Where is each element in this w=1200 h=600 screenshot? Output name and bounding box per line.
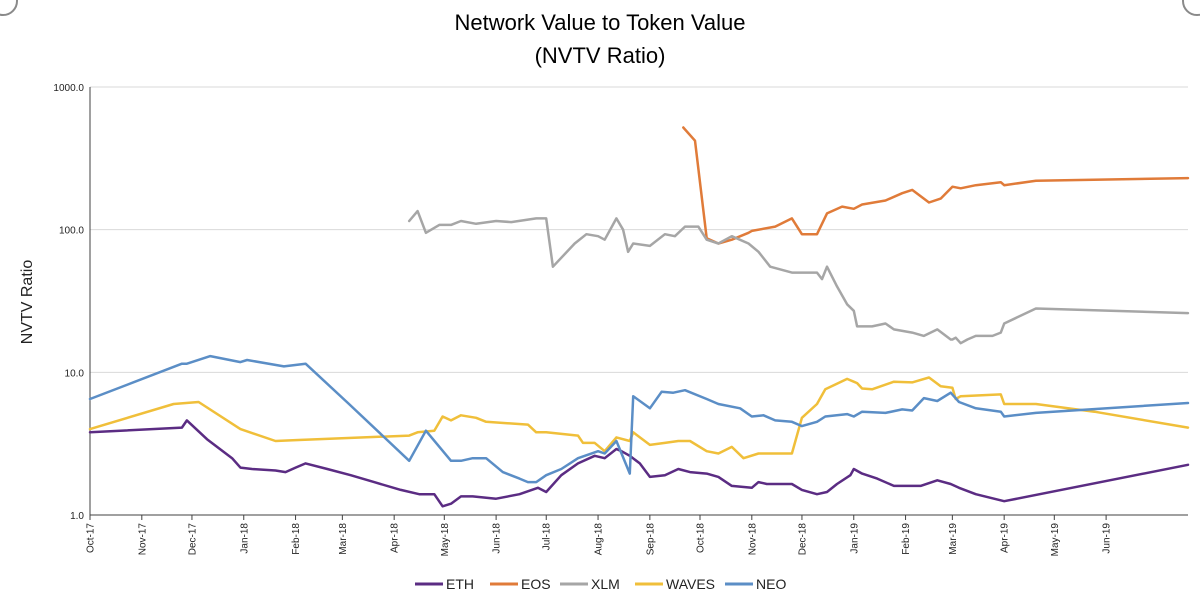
x-tick-label: Jan-19 — [849, 523, 860, 554]
chart-title: Network Value to Token Value — [454, 10, 745, 35]
chart-subtitle: (NVTV Ratio) — [535, 43, 666, 68]
series-line-eos — [682, 126, 1190, 245]
x-tick-label: Jun-19 — [1102, 523, 1113, 554]
x-tick-label: Apr-19 — [1000, 523, 1011, 553]
legend-label-waves: WAVES — [666, 576, 715, 592]
legend: ETH EOS XLM WAVES NEO — [415, 576, 786, 592]
series-line-eth — [88, 419, 1190, 508]
right-corner-circle — [1182, 0, 1200, 16]
x-tick-label: Nov-18 — [747, 523, 758, 556]
x-tick-label: Dec-18 — [797, 523, 808, 556]
x-tick-label: Oct-18 — [696, 523, 707, 553]
y-tick-label: 1.0 — [70, 511, 84, 522]
x-tick-label: Nov-17 — [137, 523, 148, 556]
x-tick-label: Feb-18 — [291, 523, 302, 555]
x-tick-label: Jul-18 — [542, 523, 553, 551]
x-tick-label: Sep-18 — [645, 523, 656, 556]
legend-label-eos: EOS — [521, 576, 551, 592]
y-tick-label: 1000.0 — [53, 83, 84, 94]
axes: 1.0 10.0 100.0 1000.0 Oct-17 Nov-17 Dec-17 Jan-… — [53, 83, 1188, 556]
y-tick-label: 100.0 — [59, 226, 84, 237]
x-tick-label: Apr-18 — [390, 523, 401, 553]
x-tick-label: Jun-18 — [492, 523, 503, 554]
legend-label-neo: NEO — [756, 576, 786, 592]
y-tick-label: 10.0 — [65, 368, 85, 379]
x-tick-label: Mar-18 — [338, 523, 349, 555]
y-axis-label: NVTV Ratio — [19, 260, 36, 345]
legend-label-xlm: XLM — [591, 576, 620, 592]
gridlines — [90, 86, 1188, 373]
legend-label-eth: ETH — [446, 576, 474, 592]
series-line-neo — [88, 354, 1190, 484]
x-tick-label: Jan-18 — [239, 523, 250, 554]
x-tick-label: Mar-19 — [948, 523, 959, 555]
series-line-xlm — [407, 209, 1190, 345]
series-lines — [88, 126, 1190, 508]
x-tick-label: Feb-19 — [901, 523, 912, 555]
x-tick-label: May-18 — [440, 523, 451, 557]
x-tick-label: Oct-17 — [86, 523, 97, 553]
x-tick-label: May-19 — [1050, 523, 1061, 557]
series-line-waves — [88, 376, 1190, 460]
x-tick-label: Aug-18 — [594, 523, 605, 556]
x-tick-label: Dec-17 — [187, 523, 198, 556]
